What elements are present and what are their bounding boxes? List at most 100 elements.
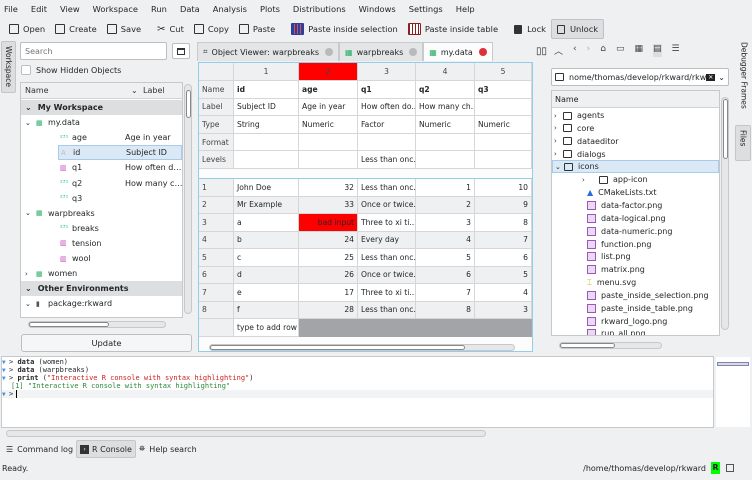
chevron-down-icon[interactable]: ⌄ [25,118,31,127]
editor-tab[interactable]: ⌗ Object Viewer: warpbreaks [197,42,340,61]
workspace-item[interactable]: ▥ tension [21,236,182,251]
workspace-group[interactable]: ⌄ Other Environments [21,281,182,297]
menu-windows[interactable]: Windows [358,4,396,14]
data-cell[interactable]: 24 [299,231,358,249]
folder-sync-icon[interactable]: ▭ [615,44,625,54]
file-item[interactable]: rkward_logo.png [552,315,719,328]
workspace-item[interactable]: › ▦ women [21,266,182,281]
menu-settings[interactable]: Settings [408,4,443,14]
data-cell[interactable]: Less than onc... [358,249,416,267]
column-header[interactable]: 4 [416,63,475,81]
console-input-line[interactable]: ▼ > [2,390,713,398]
data-cell[interactable]: 26 [299,266,358,284]
paste-inside-selection-button[interactable]: Paste inside selection [286,19,403,39]
file-tree-header[interactable]: Name [552,91,719,108]
workspace-item[interactable]: ▥ wool [21,251,182,266]
update-button[interactable]: Update [21,334,192,352]
editor-tab[interactable]: ▦ warpbreaks [339,42,424,61]
data-cell[interactable]: 2 [416,196,475,214]
data-cell[interactable]: John Doe [234,179,299,197]
meta-cell[interactable] [234,133,299,152]
close-tab-icon[interactable] [325,48,334,56]
meta-cell[interactable]: q2 [416,81,475,99]
menu-view[interactable]: View [59,4,80,14]
row-header[interactable]: 8 [199,301,234,319]
data-cell[interactable]: 25 [299,249,358,267]
r-console-tab[interactable]: › R Console [76,440,136,458]
data-cell[interactable]: d [234,266,299,284]
data-cell[interactable]: 8 [416,301,475,319]
meta-cell[interactable]: Factor [358,116,416,134]
data-cell[interactable]: Once or twice... [358,196,416,214]
close-tab-icon[interactable] [409,48,418,56]
unlock-button[interactable]: Unlock [550,19,605,39]
back-icon[interactable]: ‹ [573,44,577,54]
data-cell[interactable]: 4 [475,284,532,302]
add-row-input[interactable]: type to add row [234,319,299,337]
data-cell[interactable]: 17 [299,284,358,302]
menu-analysis[interactable]: Analysis [212,4,247,14]
menu-edit[interactable]: Edit [30,4,47,14]
data-cell[interactable]: Every day [358,231,416,249]
menu-plots[interactable]: Plots [259,4,280,14]
workspace-item[interactable]: ²³¹ q3 [21,191,182,206]
close-tab-icon[interactable] [478,48,487,56]
file-item[interactable]: › dialogs [552,148,719,161]
column-header[interactable]: 5 [475,63,532,81]
show-hidden-checkbox[interactable]: Show Hidden Objects [21,65,121,75]
meta-cell[interactable] [299,151,358,169]
chevron-down-icon[interactable]: ⌄ [555,162,561,171]
menu-distributions[interactable]: Distributions [292,4,346,14]
data-cell[interactable]: a [234,214,299,232]
meta-cell[interactable] [416,133,475,152]
column-header[interactable]: 3 [358,63,416,81]
workspace-item[interactable]: ⌄ ▦ warpbreaks [21,206,182,221]
row-header[interactable]: 1 [199,179,234,197]
data-cell[interactable]: 3 [475,301,532,319]
data-cell[interactable]: e [234,284,299,302]
chevron-down-icon[interactable]: ⌄ [718,72,725,82]
file-item[interactable]: paste_inside_selection.png [552,289,719,302]
workspace-item[interactable]: ⌄ ▦ my.data [21,115,182,130]
data-cell[interactable]: 7 [475,231,532,249]
col-name-header[interactable]: Name [25,86,49,95]
data-cell[interactable]: Three to xi ti... [358,284,416,302]
data-cell[interactable]: 6 [416,266,475,284]
data-cell[interactable]: Three to xi ti... [358,214,416,232]
data-cell[interactable]: 28 [299,301,358,319]
menu-workspace[interactable]: Workspace [92,4,139,14]
workspace-item[interactable]: ⌄ ▮ package:rkward [21,296,182,311]
invalid-cell[interactable]: bad input [299,214,358,232]
data-cell[interactable]: 8 [475,214,532,232]
chevron-right-icon[interactable]: › [554,150,557,159]
meta-cell[interactable]: q1 [358,81,416,99]
row-header[interactable]: 3 [199,214,234,232]
detail-view-icon[interactable]: ☰ [671,44,680,54]
debugger-frames-tab[interactable]: Debugger Frames [737,38,751,122]
meta-cell[interactable]: age [299,81,358,99]
workspace-item[interactable]: ▥ q1 How often do... [21,160,182,175]
files-tab[interactable]: Files [735,125,751,161]
copy-button[interactable]: Copy [189,19,234,39]
workspace-item[interactable]: ²³¹ q2 How many ch... [21,176,182,191]
chevron-right-icon[interactable]: › [554,124,557,133]
editor-hscrollbar[interactable] [209,344,515,351]
meta-cell[interactable]: id [234,81,299,99]
tree-view-icon[interactable]: ▤ [652,44,662,57]
console-hscrollbar[interactable] [6,430,486,437]
file-item[interactable]: ⌶ menu.svg [552,276,719,289]
workspace-group[interactable]: ⌄ My Workspace [21,100,182,115]
file-hscrollbar[interactable] [559,342,662,349]
workspace-side-tab[interactable]: Workspace [1,41,16,93]
workspace-hscrollbar[interactable] [28,321,166,328]
chevron-down-icon[interactable]: ⌄ [25,209,31,218]
row-header[interactable]: 4 [199,231,234,249]
lock-button[interactable]: Lock [509,19,551,39]
meta-cell[interactable]: How often do... [358,98,416,117]
file-item[interactable]: › agents [552,109,719,122]
data-cell[interactable]: 10 [475,179,532,197]
meta-cell[interactable] [475,98,532,117]
meta-cell[interactable]: Numeric [416,116,475,134]
data-cell[interactable]: f [234,301,299,319]
